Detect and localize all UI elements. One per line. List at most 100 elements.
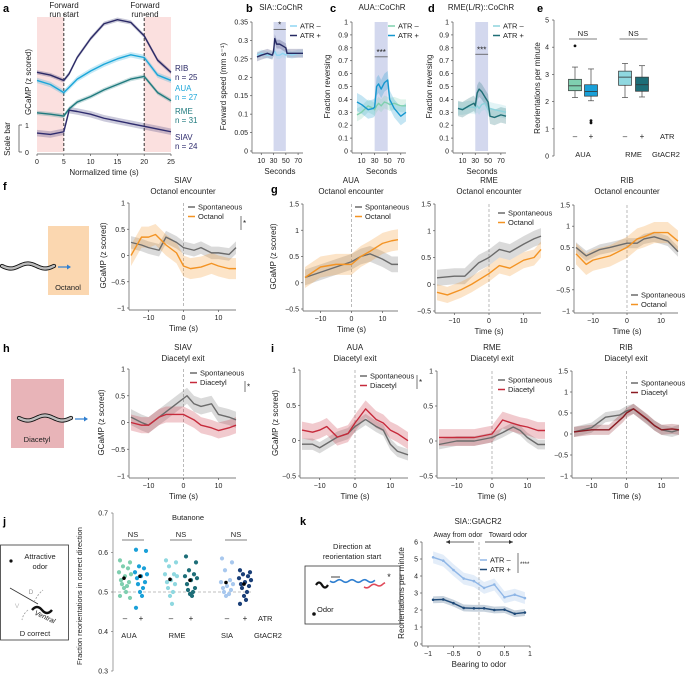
series-band <box>131 387 236 434</box>
outlier-point <box>589 121 593 125</box>
box-aua-plus <box>584 68 598 125</box>
y-tick-label: 4 <box>414 574 418 581</box>
panel-letter: b <box>246 3 253 15</box>
significance-label: * <box>278 20 281 29</box>
data-point <box>239 585 245 591</box>
panel-subtitle: Octanol encounter <box>594 187 660 196</box>
series-band <box>357 95 406 122</box>
scale-bar-low: 0 <box>25 150 29 157</box>
atr-sign-label: + <box>139 614 144 623</box>
data-point <box>171 572 177 577</box>
significance-label: NS <box>128 530 138 539</box>
series-line-spontaneous <box>130 236 237 256</box>
series-line-spontaneous <box>438 426 545 446</box>
y-axis-label: Fraction reorientations in correct direc… <box>75 527 84 665</box>
worm-icon <box>31 605 53 615</box>
direction-label: Away from odor <box>434 532 484 539</box>
x-tick-label: −10 <box>314 483 326 490</box>
strip-aua-minus <box>116 558 134 601</box>
data-point <box>186 568 192 573</box>
data-point <box>190 589 196 595</box>
worm-icon <box>0 261 57 271</box>
data-point <box>431 598 435 602</box>
y-tick-label: 0 <box>414 642 418 649</box>
y-tick-label: 0.5 <box>558 411 568 418</box>
x-tick-label: 0 <box>35 159 39 166</box>
x-tick-label: 0 <box>625 318 629 325</box>
panel-sia-gtacr2 <box>420 541 531 648</box>
data-point <box>128 572 134 577</box>
data-point <box>117 593 123 599</box>
diacetyl-region <box>11 379 64 448</box>
data-point <box>163 558 169 563</box>
panel-title: Butanone <box>172 513 204 522</box>
x-tick-label: 25 <box>167 159 175 166</box>
y-tick-label: 0 <box>427 282 431 289</box>
series-n-label: n = 25 <box>175 73 198 82</box>
y-axis-label: GCaMP (z scored) <box>271 390 280 456</box>
significance-label: *** <box>477 45 486 54</box>
box-rme-plus <box>635 65 649 98</box>
atr-label: ATR <box>258 614 273 623</box>
significance-label: * <box>419 378 422 387</box>
significance-label: *** <box>377 48 386 57</box>
significance-label: * <box>243 219 246 228</box>
d-correct-label: D correct <box>20 629 51 638</box>
data-point <box>243 597 249 603</box>
data-point <box>223 593 229 599</box>
legend-label: Spontaneous <box>365 203 409 212</box>
y-tick-label: 3 <box>545 72 549 79</box>
x-axis-label: Time (s) <box>337 325 366 334</box>
x-tick-label: −10 <box>143 315 155 322</box>
strip-aua-plus <box>132 547 150 610</box>
panel-letter: h <box>3 343 10 355</box>
legend-label: Diacetyl <box>370 381 397 390</box>
x-tick-label: 10 <box>520 318 528 325</box>
series-line-atr <box>433 598 525 615</box>
legend-label: ATR – <box>300 22 322 31</box>
atr-sign-label: + <box>640 132 645 141</box>
box-rme-minus <box>618 63 632 98</box>
x-tick-label: 0 <box>490 483 494 490</box>
x-tick-label: 10 <box>523 483 531 490</box>
data-point <box>192 585 198 591</box>
y-tick-label: 1.5 <box>421 202 431 209</box>
legend-label: Spontaneous <box>641 379 685 388</box>
x-tick-label: 10 <box>386 483 394 490</box>
y-axis-label: Reorientations per minute <box>533 42 542 134</box>
data-point <box>237 568 243 573</box>
data-point <box>133 605 139 610</box>
legend-label: Diacetyl <box>641 388 668 397</box>
data-point <box>219 556 225 561</box>
group-label: RME <box>625 150 642 159</box>
construct-label: GtACR2 <box>254 631 282 640</box>
panel-a <box>36 13 172 156</box>
ventral-short-label: V <box>15 603 20 610</box>
data-point <box>127 595 133 601</box>
atr-sign-label: – <box>169 614 174 623</box>
odor-dot-icon <box>9 559 13 563</box>
bearing-arrow-icon <box>9 587 39 605</box>
data-point <box>170 589 176 595</box>
strip-rme-plus <box>182 554 200 599</box>
diacetyl-label: Diacetyl <box>24 435 51 444</box>
data-point <box>503 608 506 611</box>
k-heading-label: reorientation start <box>323 552 382 561</box>
data-point <box>143 548 149 554</box>
y-tick-label: 1 <box>295 228 299 235</box>
y-tick-label: 0.8 <box>338 45 348 52</box>
legend-label: Diacetyl <box>508 385 535 394</box>
significance-label: * <box>247 383 250 392</box>
data-point <box>218 580 224 585</box>
x-tick-label: 10 <box>257 158 265 165</box>
strip-sia-plus <box>236 568 254 606</box>
y-tick-label: 0 <box>566 266 570 273</box>
panel-subtitle: Diacetyl exit <box>604 354 648 363</box>
y-tick-label: 1.5 <box>560 203 570 210</box>
panel-letter: d <box>428 3 435 15</box>
data-point <box>142 580 148 585</box>
y-tick-label: 0.4 <box>439 97 449 104</box>
panel-sia-cochr <box>250 21 303 155</box>
series-line-atr <box>356 101 406 116</box>
series-line-atr <box>356 79 407 117</box>
